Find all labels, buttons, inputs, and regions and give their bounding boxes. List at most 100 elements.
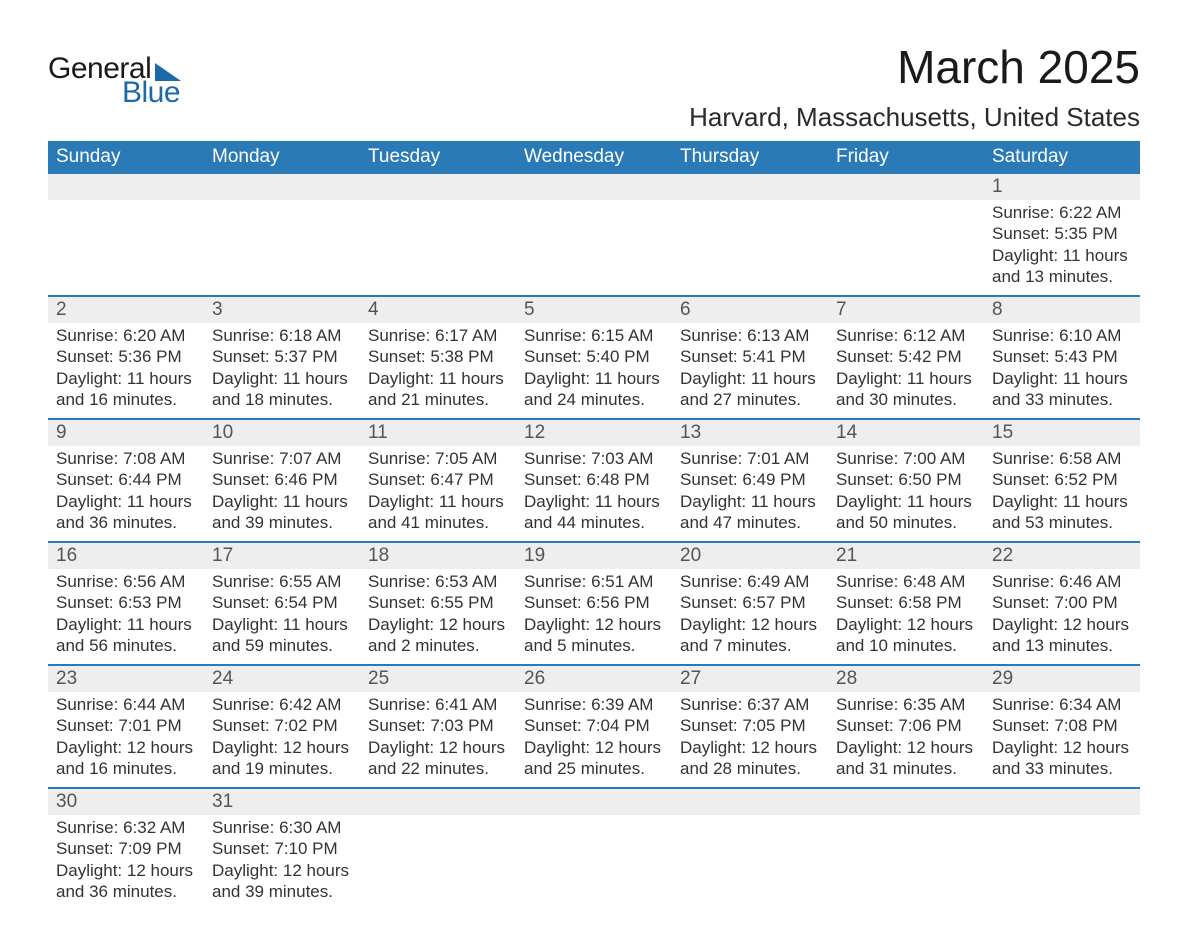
- sunrise-line: Sunrise: 6:13 AM: [680, 325, 820, 346]
- sunset-line: Sunset: 6:57 PM: [680, 592, 820, 613]
- day-number-cell: 9: [48, 419, 204, 446]
- sunrise-line: Sunrise: 6:12 AM: [836, 325, 976, 346]
- sunrise-line: Sunrise: 7:07 AM: [212, 448, 352, 469]
- day-details-cell: Sunrise: 6:53 AMSunset: 6:55 PMDaylight:…: [360, 569, 516, 665]
- sunset-line: Sunset: 5:43 PM: [992, 346, 1132, 367]
- title-block: March 2025 Harvard, Massachusetts, Unite…: [689, 40, 1140, 133]
- sunset-line: Sunset: 6:58 PM: [836, 592, 976, 613]
- sunrise-line: Sunrise: 7:00 AM: [836, 448, 976, 469]
- day-details-cell: Sunrise: 6:44 AMSunset: 7:01 PMDaylight:…: [48, 692, 204, 788]
- daylight-line: Daylight: 11 hours and 56 minutes.: [56, 614, 196, 657]
- sunrise-line: Sunrise: 6:20 AM: [56, 325, 196, 346]
- week-daynum-row: 16171819202122: [48, 542, 1140, 569]
- dayname-thursday: Thursday: [672, 141, 828, 174]
- sunrise-line: Sunrise: 6:22 AM: [992, 202, 1132, 223]
- day-details-cell: Sunrise: 6:41 AMSunset: 7:03 PMDaylight:…: [360, 692, 516, 788]
- sunrise-line: Sunrise: 6:42 AM: [212, 694, 352, 715]
- sunrise-line: Sunrise: 6:37 AM: [680, 694, 820, 715]
- day-number-cell: 23: [48, 665, 204, 692]
- day-details-cell: Sunrise: 6:17 AMSunset: 5:38 PMDaylight:…: [360, 323, 516, 419]
- day-details-cell: [672, 200, 828, 296]
- day-number-cell: 30: [48, 788, 204, 815]
- sunrise-line: Sunrise: 6:56 AM: [56, 571, 196, 592]
- week-details-row: Sunrise: 6:44 AMSunset: 7:01 PMDaylight:…: [48, 692, 1140, 788]
- day-details-cell: [828, 200, 984, 296]
- sunset-line: Sunset: 5:42 PM: [836, 346, 976, 367]
- day-details-cell: Sunrise: 6:34 AMSunset: 7:08 PMDaylight:…: [984, 692, 1140, 788]
- sunrise-line: Sunrise: 6:30 AM: [212, 817, 352, 838]
- daylight-line: Daylight: 11 hours and 21 minutes.: [368, 368, 508, 411]
- day-details-cell: Sunrise: 7:00 AMSunset: 6:50 PMDaylight:…: [828, 446, 984, 542]
- sunset-line: Sunset: 7:03 PM: [368, 715, 508, 736]
- day-number-cell: 12: [516, 419, 672, 446]
- day-number-cell: 11: [360, 419, 516, 446]
- sunrise-line: Sunrise: 6:48 AM: [836, 571, 976, 592]
- day-details-cell: Sunrise: 7:08 AMSunset: 6:44 PMDaylight:…: [48, 446, 204, 542]
- week-details-row: Sunrise: 6:32 AMSunset: 7:09 PMDaylight:…: [48, 815, 1140, 910]
- daylight-line: Daylight: 11 hours and 39 minutes.: [212, 491, 352, 534]
- sunset-line: Sunset: 6:46 PM: [212, 469, 352, 490]
- sunset-line: Sunset: 6:54 PM: [212, 592, 352, 613]
- daylight-line: Daylight: 11 hours and 41 minutes.: [368, 491, 508, 534]
- daylight-line: Daylight: 12 hours and 5 minutes.: [524, 614, 664, 657]
- daylight-line: Daylight: 12 hours and 10 minutes.: [836, 614, 976, 657]
- day-details-cell: Sunrise: 6:51 AMSunset: 6:56 PMDaylight:…: [516, 569, 672, 665]
- day-number-cell: [672, 174, 828, 200]
- day-details-cell: Sunrise: 6:30 AMSunset: 7:10 PMDaylight:…: [204, 815, 360, 910]
- day-number-cell: 26: [516, 665, 672, 692]
- sunrise-line: Sunrise: 6:51 AM: [524, 571, 664, 592]
- daylight-line: Daylight: 11 hours and 59 minutes.: [212, 614, 352, 657]
- sunset-line: Sunset: 7:06 PM: [836, 715, 976, 736]
- sunrise-line: Sunrise: 6:49 AM: [680, 571, 820, 592]
- day-number-cell: 19: [516, 542, 672, 569]
- day-number-cell: 8: [984, 296, 1140, 323]
- day-details-cell: [48, 200, 204, 296]
- sunset-line: Sunset: 7:01 PM: [56, 715, 196, 736]
- day-details-cell: Sunrise: 7:07 AMSunset: 6:46 PMDaylight:…: [204, 446, 360, 542]
- day-details-cell: Sunrise: 6:56 AMSunset: 6:53 PMDaylight:…: [48, 569, 204, 665]
- day-number-cell: [360, 788, 516, 815]
- sunrise-line: Sunrise: 6:32 AM: [56, 817, 196, 838]
- daylight-line: Daylight: 11 hours and 36 minutes.: [56, 491, 196, 534]
- daylight-line: Daylight: 11 hours and 44 minutes.: [524, 491, 664, 534]
- sunset-line: Sunset: 6:48 PM: [524, 469, 664, 490]
- day-details-cell: [516, 200, 672, 296]
- day-details-cell: Sunrise: 6:49 AMSunset: 6:57 PMDaylight:…: [672, 569, 828, 665]
- day-details-cell: Sunrise: 6:48 AMSunset: 6:58 PMDaylight:…: [828, 569, 984, 665]
- day-number-cell: 25: [360, 665, 516, 692]
- week-daynum-row: 2345678: [48, 296, 1140, 323]
- sunset-line: Sunset: 6:50 PM: [836, 469, 976, 490]
- location-subtitle: Harvard, Massachusetts, United States: [689, 102, 1140, 133]
- sunset-line: Sunset: 7:10 PM: [212, 838, 352, 859]
- sunset-line: Sunset: 7:09 PM: [56, 838, 196, 859]
- day-details-cell: [672, 815, 828, 910]
- daylight-line: Daylight: 12 hours and 36 minutes.: [56, 860, 196, 903]
- day-details-cell: [516, 815, 672, 910]
- day-number-cell: [672, 788, 828, 815]
- daylight-line: Daylight: 11 hours and 13 minutes.: [992, 245, 1132, 288]
- dayname-saturday: Saturday: [984, 141, 1140, 174]
- sunrise-line: Sunrise: 7:01 AM: [680, 448, 820, 469]
- sunrise-line: Sunrise: 7:03 AM: [524, 448, 664, 469]
- sunset-line: Sunset: 6:52 PM: [992, 469, 1132, 490]
- day-number-cell: [360, 174, 516, 200]
- day-details-cell: Sunrise: 6:32 AMSunset: 7:09 PMDaylight:…: [48, 815, 204, 910]
- day-details-cell: Sunrise: 6:15 AMSunset: 5:40 PMDaylight:…: [516, 323, 672, 419]
- day-number-cell: 28: [828, 665, 984, 692]
- day-number-cell: 13: [672, 419, 828, 446]
- day-number-cell: 17: [204, 542, 360, 569]
- day-number-cell: 3: [204, 296, 360, 323]
- day-number-cell: 2: [48, 296, 204, 323]
- month-title: March 2025: [689, 40, 1140, 94]
- daylight-line: Daylight: 12 hours and 2 minutes.: [368, 614, 508, 657]
- day-details-cell: Sunrise: 6:39 AMSunset: 7:04 PMDaylight:…: [516, 692, 672, 788]
- day-number-cell: [48, 174, 204, 200]
- day-number-cell: 18: [360, 542, 516, 569]
- sunrise-line: Sunrise: 6:53 AM: [368, 571, 508, 592]
- day-number-cell: [204, 174, 360, 200]
- day-number-cell: 1: [984, 174, 1140, 200]
- sunrise-line: Sunrise: 7:05 AM: [368, 448, 508, 469]
- sunset-line: Sunset: 6:56 PM: [524, 592, 664, 613]
- week-details-row: Sunrise: 7:08 AMSunset: 6:44 PMDaylight:…: [48, 446, 1140, 542]
- day-number-cell: 15: [984, 419, 1140, 446]
